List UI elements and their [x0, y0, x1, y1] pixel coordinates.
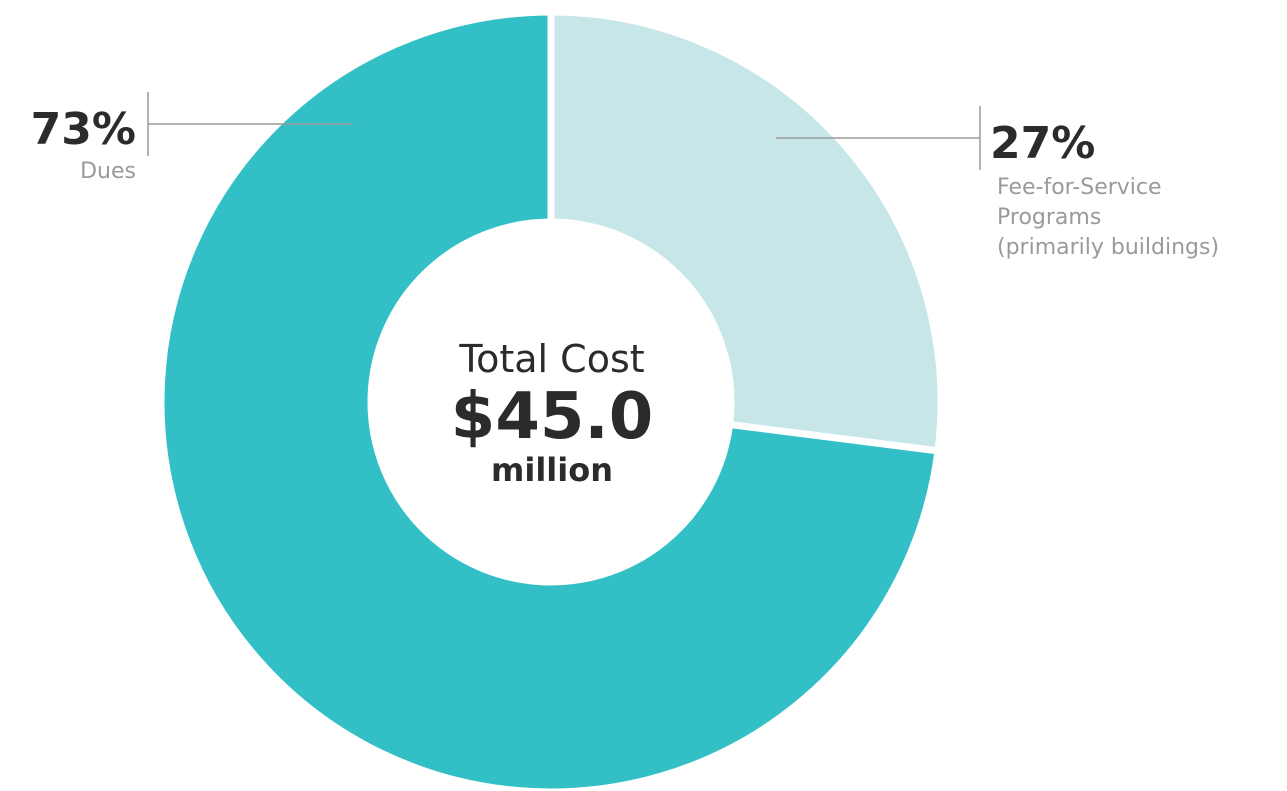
fee-category-label-line2: Programs [997, 205, 1101, 230]
slices-group [157, 8, 945, 791]
center-unit: million [491, 451, 613, 489]
leader-dues [147, 92, 353, 156]
dues-percent-label: 73% [31, 104, 136, 155]
center-value: $45.0 [451, 380, 653, 454]
fee-category-label-line3: (primarily buildings) [997, 235, 1219, 260]
slice-dues [157, 8, 942, 791]
leader-fee-for-service [776, 106, 981, 170]
center-label: Total Cost [458, 337, 644, 381]
fee-percent-label: 27% [990, 118, 1095, 169]
dues-category-label: Dues [80, 159, 136, 184]
fee-category-label-line1: Fee-for-Service [997, 175, 1162, 200]
slice-fee-for-service [547, 8, 945, 455]
